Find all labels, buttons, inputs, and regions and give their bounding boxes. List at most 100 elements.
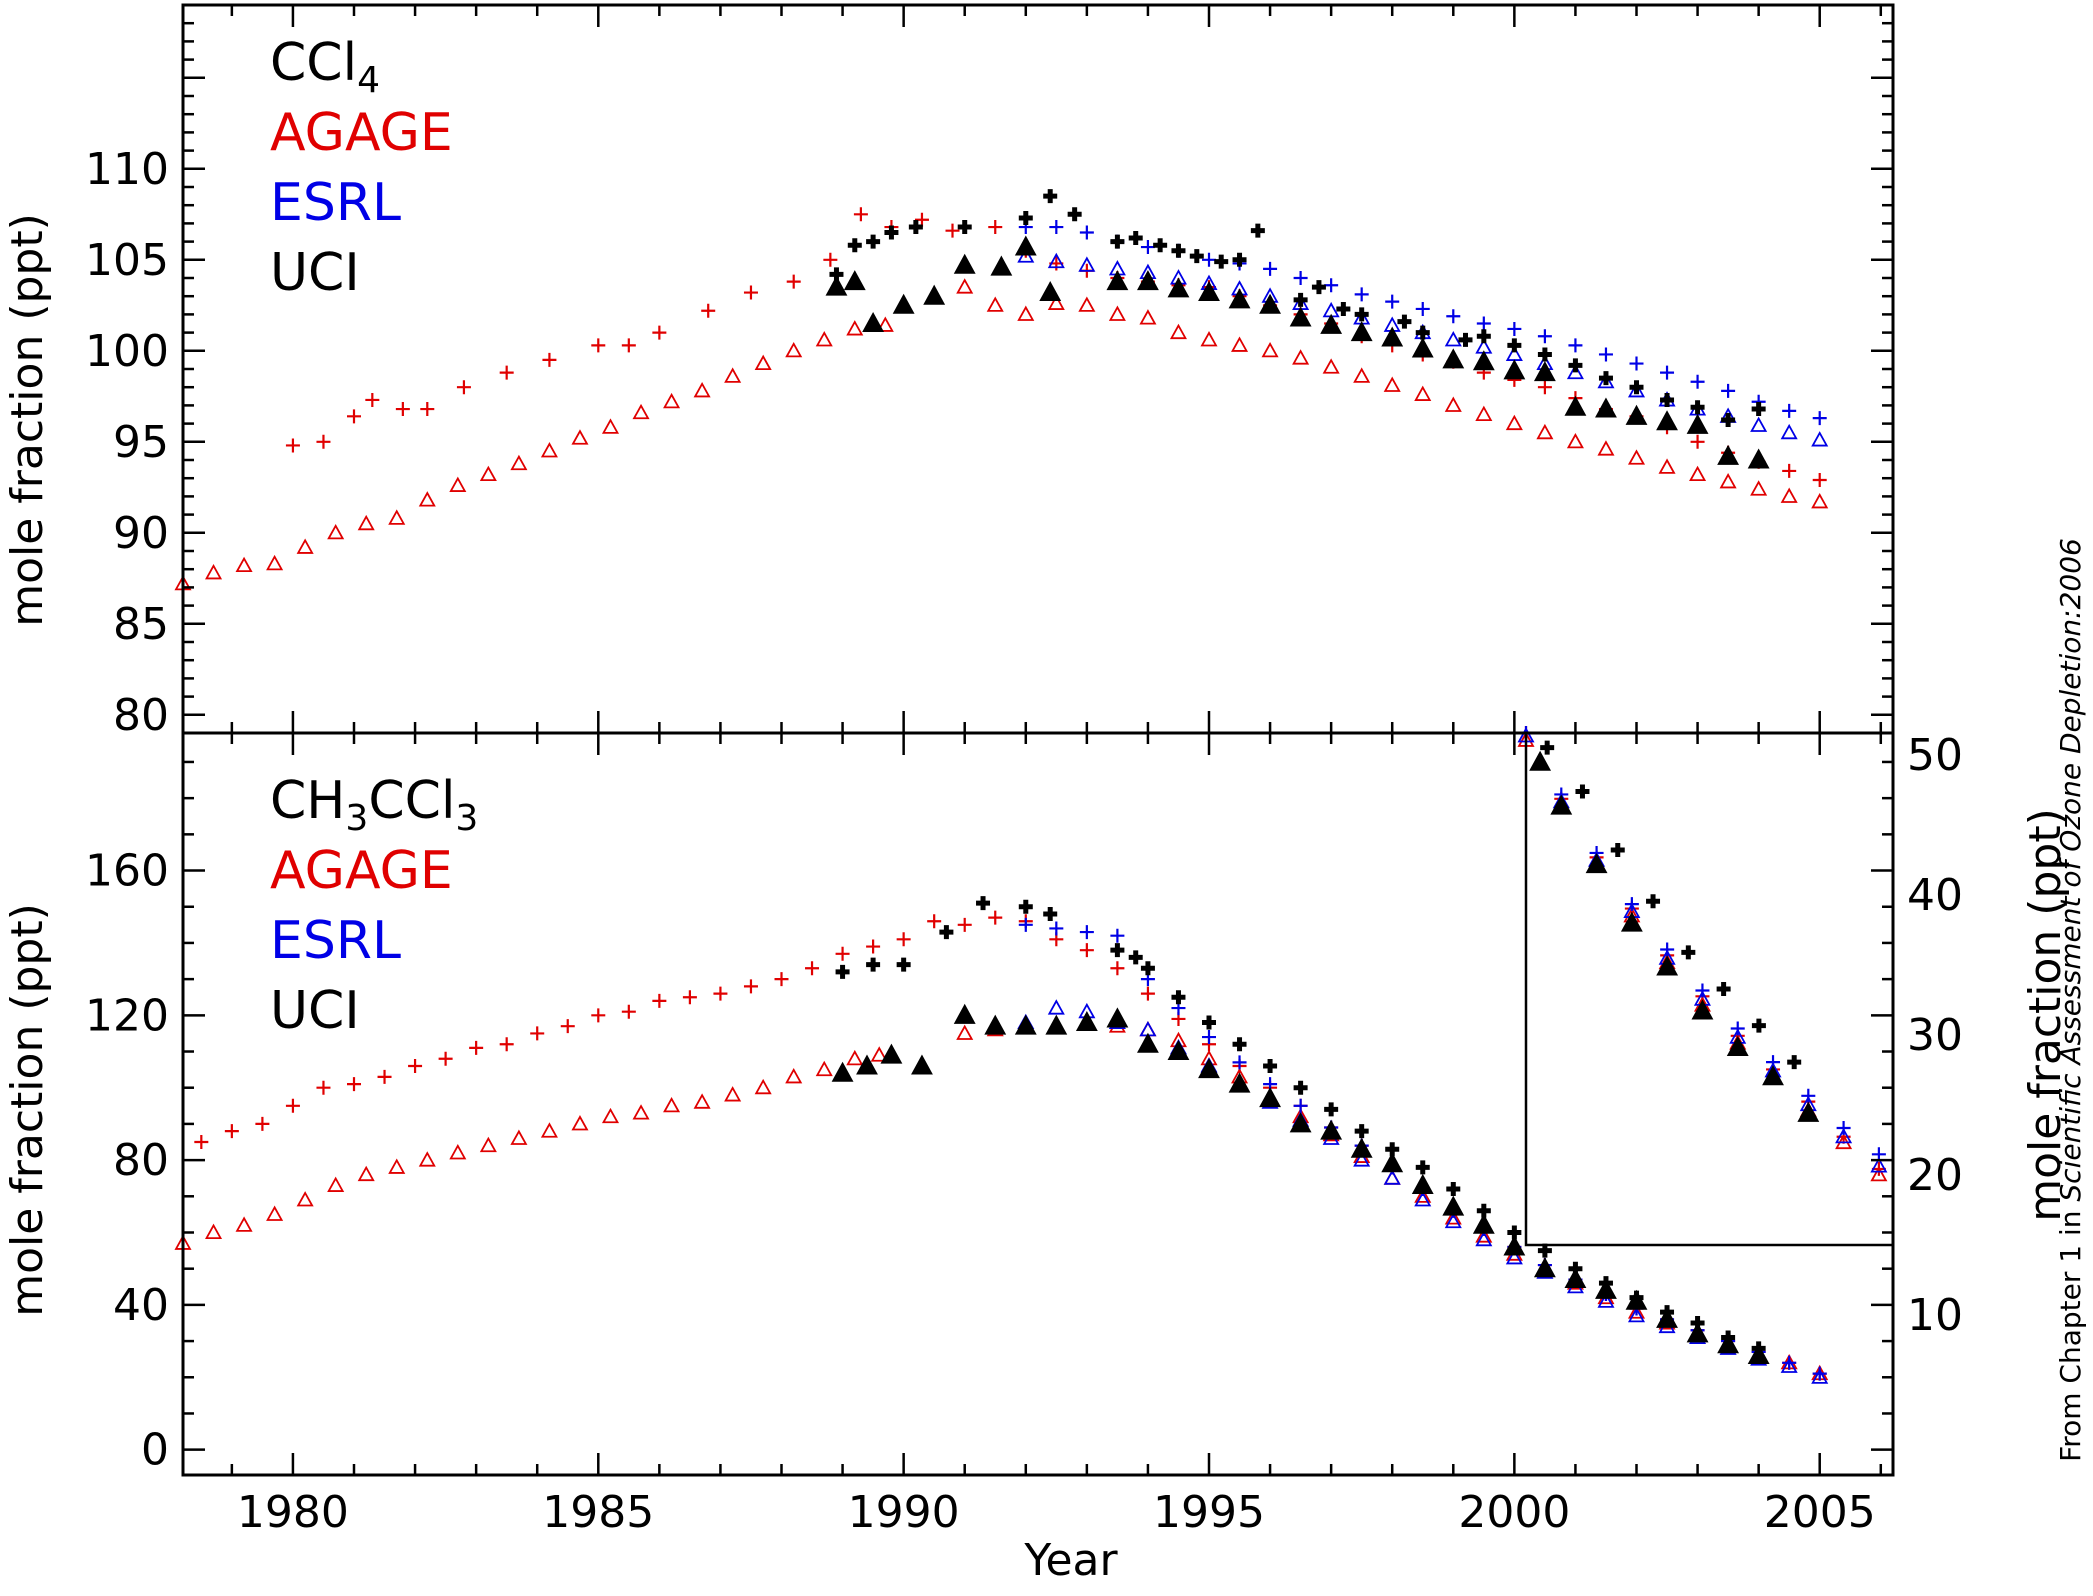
y-tick-label: 80: [113, 690, 169, 741]
data-point-triangle-filled: [1228, 1072, 1251, 1093]
data-point-plus: [1018, 917, 1033, 932]
data-point-plus-bold: [1610, 843, 1625, 858]
series-uci-triangle-filled: [831, 1003, 1770, 1365]
inset-y-axis: 10 20 30 40 50: [1907, 730, 1963, 1341]
x-tick-label: 2005: [1764, 1487, 1876, 1538]
data-point-triangle: [479, 465, 497, 482]
data-point-triangle-filled: [1411, 1173, 1434, 1194]
data-point-triangle-filled: [1198, 1058, 1220, 1079]
data-point-triangle: [1870, 1157, 1888, 1173]
data-point-triangle: [815, 1060, 833, 1077]
data-point-triangle-filled: [1797, 1101, 1820, 1122]
data-point-triangle: [1536, 423, 1554, 440]
data-point-plus-bold: [1721, 412, 1736, 427]
data-point-plus-bold: [896, 957, 911, 972]
data-point-plus: [1293, 271, 1308, 285]
data-point-plus-bold: [1018, 899, 1033, 914]
data-point-triangle: [785, 341, 803, 358]
data-point-plus: [957, 917, 972, 932]
data-point-plus-bold: [1110, 943, 1125, 958]
data-point-triangle: [1047, 999, 1065, 1015]
data-point-triangle: [1231, 336, 1249, 352]
data-point-plus: [1568, 338, 1583, 353]
data-point-plus: [1202, 1030, 1216, 1045]
data-point-triangle-filled: [1320, 1119, 1343, 1140]
data-point-triangle-filled: [990, 255, 1013, 276]
data-point-triangle-filled: [1259, 293, 1281, 314]
data-point-triangle: [956, 278, 974, 294]
data-point-triangle-filled: [1533, 1257, 1556, 1278]
data-point-plus-bold: [1568, 358, 1583, 373]
data-point-triangle-filled: [1595, 1278, 1617, 1299]
data-point-plus: [896, 932, 911, 947]
data-point-triangle: [1627, 381, 1646, 398]
y-tick-label: 100: [85, 326, 169, 377]
data-point-triangle-filled: [1717, 444, 1740, 465]
data-point-plus-bold: [1110, 234, 1125, 249]
data-point-triangle: [663, 1096, 681, 1113]
x-axis-label: Year: [1023, 1535, 1118, 1586]
y-tick-label: 105: [85, 235, 169, 286]
ch3ccl3-y-axis: 0 40 80 120 160: [85, 760, 1893, 1476]
data-point-triangle: [1414, 1191, 1432, 1207]
series-uci-plus-bold: [829, 189, 1766, 427]
data-point-triangle-filled: [1503, 359, 1526, 380]
data-point-plus-bold: [1354, 307, 1369, 322]
data-point-triangle: [1414, 385, 1432, 401]
data-point-triangle: [296, 1191, 314, 1207]
data-point-triangle: [449, 476, 467, 492]
data-point-triangle: [327, 523, 345, 540]
data-point-triangle-filled: [1620, 911, 1643, 932]
data-point-triangle-filled: [1289, 306, 1312, 327]
x-tick-label: 2000: [1458, 1487, 1570, 1538]
data-point-plus: [1812, 411, 1827, 426]
ccl4-legend-esrl: ESRL: [270, 173, 401, 233]
series-esrl-plus: [1018, 917, 1827, 1381]
data-point-triangle-filled: [1014, 1014, 1037, 1035]
data-point-triangle: [540, 442, 558, 458]
data-point-plus: [438, 1051, 453, 1066]
data-point-triangle-filled: [892, 293, 915, 314]
series-agage-triangle: [174, 1013, 1829, 1381]
ch3ccl3-compound-subscript: 3: [455, 798, 478, 839]
data-point-triangle: [1566, 432, 1584, 449]
data-point-triangle-filled: [843, 270, 866, 291]
data-point-triangle: [1353, 1151, 1371, 1167]
data-point-triangle-filled: [880, 1043, 903, 1064]
data-point-triangle-filled: [1503, 1235, 1526, 1256]
inset-y-tick-label: 50: [1907, 730, 1963, 781]
data-point-triangle: [870, 1046, 888, 1062]
data-point-triangle-filled: [825, 275, 848, 296]
data-point-triangle-filled: [1747, 1344, 1770, 1365]
data-point-triangle: [1414, 1187, 1432, 1203]
data-point-plus: [1537, 380, 1552, 395]
data-point-triangle: [1835, 1127, 1853, 1144]
data-point-triangle-filled: [1585, 853, 1608, 874]
data-point-triangle: [1017, 305, 1035, 321]
data-point-plus: [1079, 925, 1094, 940]
data-point-triangle: [1078, 296, 1096, 312]
series-uci-triangle-filled: [825, 235, 1770, 469]
data-point-plus-bold: [1336, 301, 1351, 316]
data-point-triangle: [1597, 440, 1615, 456]
data-point-triangle: [1719, 472, 1737, 489]
data-point-triangle: [510, 454, 528, 471]
data-point-plus: [1660, 365, 1675, 380]
data-point-plus: [1232, 1055, 1247, 1070]
data-point-plus: [377, 1069, 392, 1084]
inset-y-tick-label: 20: [1907, 1150, 1963, 1201]
ccl4-y-axis-label: mole fraction (ppt): [2, 213, 53, 627]
data-point-triangle-filled: [1137, 1032, 1159, 1053]
data-point-triangle: [1353, 367, 1371, 383]
data-point-plus: [713, 986, 728, 1001]
data-point-plus: [542, 352, 557, 367]
data-point-plus-bold: [1067, 207, 1082, 222]
ch3ccl3-legend-agage: AGAGE: [270, 841, 453, 901]
data-point-plus-bold: [1646, 894, 1661, 909]
data-point-triangle: [601, 418, 620, 434]
data-point-plus-bold: [1476, 329, 1491, 344]
data-point-plus: [194, 1135, 209, 1149]
data-point-plus: [1263, 261, 1278, 276]
data-point-triangle: [1689, 465, 1707, 482]
data-point-triangle: [754, 354, 772, 371]
